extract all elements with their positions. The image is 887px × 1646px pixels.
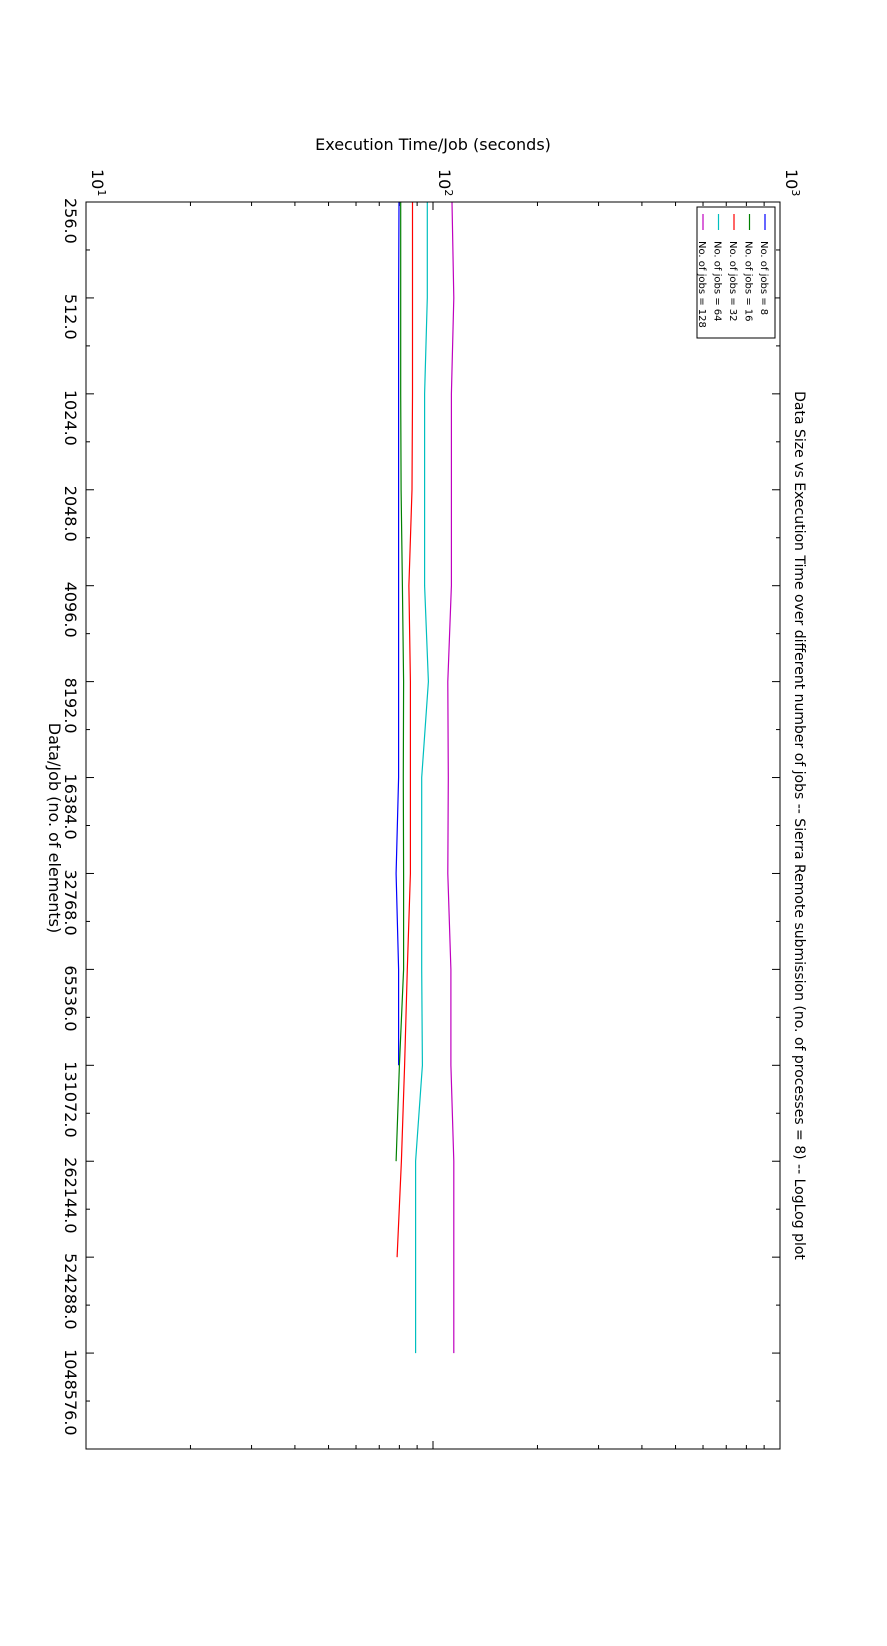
chart-title: Data Size vs Execution Time over differe… <box>791 391 807 1260</box>
legend-label-1: No. of jobs = 8 <box>758 241 769 315</box>
y-tick-labels: 101 102 103 <box>88 169 802 196</box>
plot-frame <box>85 201 781 1450</box>
series-lines <box>395 201 455 1354</box>
x-tick-label: 1048576.0 <box>61 1349 80 1436</box>
y-axis-label: Execution Time/Job (seconds) <box>315 135 551 154</box>
legend-label-4: No. of jobs = 64 <box>712 241 723 322</box>
x-tick-label: 8192.0 <box>61 678 80 734</box>
x-tick-label: 256.0 <box>61 198 80 244</box>
plot-area <box>85 201 781 1450</box>
x-tick-label: 4096.0 <box>61 582 80 638</box>
series-line-4 <box>415 202 430 1354</box>
x-tick-label: 262144.0 <box>61 1157 80 1233</box>
x-axis-label: Data/Job (no. of elements) <box>45 723 64 933</box>
legend-label-5: No. of jobs = 128 <box>696 241 707 328</box>
x-tick-label: 16384.0 <box>61 774 80 840</box>
x-tick-label: 32768.0 <box>61 869 80 935</box>
legend: No. of jobs = 8 No. of jobs = 16 No. of jo… <box>696 206 776 339</box>
x-tick-label: 524288.0 <box>61 1253 80 1329</box>
series-line-2 <box>395 202 405 1162</box>
y-tick-label: 102 <box>435 169 455 196</box>
series-line-1 <box>395 201 400 1066</box>
x-tick-label: 2048.0 <box>61 486 80 542</box>
legend-label-2: No. of jobs = 16 <box>743 241 754 322</box>
x-tick-label: 1024.0 <box>61 390 80 446</box>
x-tick-labels: 256.0 512.0 1024.0 2048.0 4096.0 8192.0 16384.… <box>61 198 80 1436</box>
series-line-5 <box>447 201 455 1354</box>
legend-label-3: No. of jobs = 32 <box>727 241 738 322</box>
minor-ticks <box>86 202 780 1449</box>
x-tick-label: 65536.0 <box>61 965 80 1031</box>
legend-box <box>696 206 776 339</box>
x-tick-label: 131072.0 <box>61 1061 80 1137</box>
y-tick-label: 101 <box>88 169 108 196</box>
y-tick-label: 103 <box>782 169 802 196</box>
series-line-3 <box>396 202 414 1258</box>
x-tick-label: 512.0 <box>61 294 80 340</box>
